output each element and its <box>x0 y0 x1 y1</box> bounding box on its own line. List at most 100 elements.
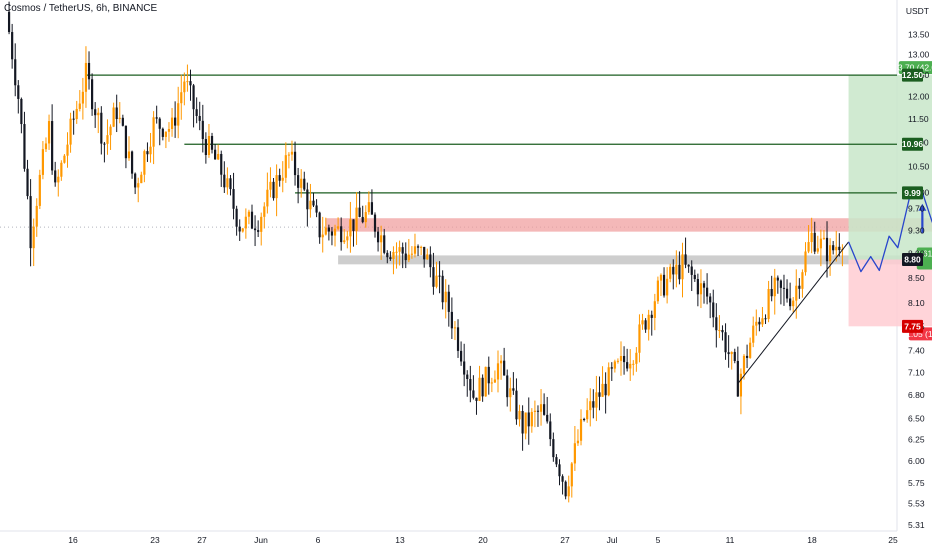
candle-body <box>115 107 118 120</box>
candle-body <box>567 486 570 497</box>
candle-body <box>579 418 583 441</box>
y-tick-label: 10.50 <box>908 162 930 172</box>
candle-body <box>118 117 121 120</box>
candle-body <box>401 247 404 254</box>
candle-body <box>503 360 506 376</box>
candle-body <box>829 245 832 262</box>
y-tick-label: 5.53 <box>908 499 925 509</box>
candle-body <box>112 107 115 127</box>
candle-body <box>706 287 709 297</box>
candle-body <box>493 379 497 383</box>
x-tick-label: Jun <box>254 535 268 545</box>
candle-body <box>210 135 214 150</box>
candle-body <box>592 401 595 408</box>
candle-body <box>598 392 601 397</box>
candle-body <box>91 79 94 110</box>
candle-body <box>644 320 647 330</box>
candle-body <box>389 257 392 259</box>
candle-body <box>463 361 466 375</box>
candle-body <box>380 235 383 243</box>
candle-body <box>770 288 773 297</box>
candle-body <box>253 228 257 231</box>
candle-body <box>72 118 75 120</box>
candle-body <box>214 149 217 160</box>
candle-body <box>481 377 484 397</box>
candle-body <box>51 121 54 171</box>
candle-body <box>795 285 798 301</box>
candle-body <box>217 153 220 160</box>
candle-body <box>506 375 509 398</box>
candle-body <box>23 124 26 169</box>
candle-body <box>333 228 337 236</box>
candle-body <box>835 246 838 251</box>
candle-body <box>177 103 180 126</box>
candle-body <box>189 81 192 86</box>
price-tag-text: 7.75 <box>904 321 921 331</box>
candle-body <box>220 153 223 175</box>
candle-body <box>35 205 38 227</box>
arrow-head-icon <box>918 203 927 211</box>
candle-body <box>346 236 349 241</box>
candle-body <box>170 117 174 129</box>
y-tick-label: 13.50 <box>908 30 930 40</box>
candle-body <box>26 168 29 197</box>
candle-body <box>801 272 804 289</box>
candle-body <box>121 117 124 126</box>
candle-body <box>662 274 666 296</box>
candle-body <box>715 317 718 331</box>
candle-body <box>17 85 20 99</box>
candle-body <box>355 207 358 231</box>
price-tag-8.80: 8.80 <box>902 253 923 267</box>
candle-body <box>44 143 48 150</box>
candle-body <box>472 390 475 398</box>
candle-body <box>586 410 589 420</box>
candle-body <box>312 200 315 206</box>
price-tag-7.75: 7.75 <box>902 319 923 333</box>
y-tick-label: 7.10 <box>908 367 925 377</box>
candle-body <box>392 252 395 259</box>
candle-body <box>709 296 712 303</box>
candle-body <box>530 411 533 427</box>
candle-body <box>693 274 696 280</box>
candle-body <box>201 120 204 140</box>
candle-body <box>536 410 540 412</box>
candle-body <box>653 301 656 318</box>
candle-body <box>167 128 171 132</box>
candle-body <box>432 267 435 287</box>
candle-body <box>257 230 260 232</box>
candle-body <box>244 216 247 229</box>
candle-body <box>832 245 835 251</box>
candle-body <box>229 178 232 190</box>
candle-body <box>152 117 155 147</box>
candle-body <box>272 181 275 199</box>
trendline <box>737 241 849 384</box>
candle-body <box>315 205 318 213</box>
candle-body <box>789 298 792 307</box>
candle-body <box>223 174 226 188</box>
candle-body <box>583 418 586 420</box>
candle-body <box>127 151 131 159</box>
candle-body <box>343 240 346 243</box>
candle-body <box>552 439 555 458</box>
candle-body <box>143 151 146 175</box>
x-tick-label: 25 <box>888 535 898 545</box>
stop-zone <box>848 259 932 327</box>
y-tick-label: 9.30 <box>908 226 925 236</box>
candle-body <box>607 367 610 396</box>
candle-body <box>376 231 380 243</box>
candle-body <box>659 274 663 281</box>
candle-body <box>687 264 690 267</box>
candle-body <box>450 311 453 329</box>
candle-body <box>681 254 684 280</box>
candle-body <box>822 237 826 239</box>
price-tag-bg <box>902 68 923 82</box>
candle-body <box>767 288 770 319</box>
candle-body <box>724 332 727 353</box>
candle-body <box>555 457 558 465</box>
x-tick-label: Jul <box>607 535 618 545</box>
candle-body <box>146 151 149 155</box>
candle-body <box>469 379 472 391</box>
candle-body <box>570 463 573 487</box>
candle-body <box>518 410 521 420</box>
